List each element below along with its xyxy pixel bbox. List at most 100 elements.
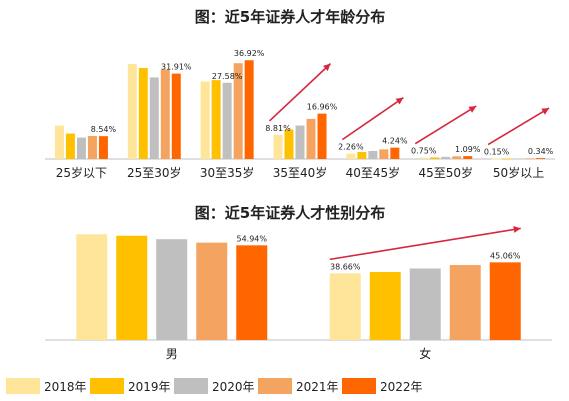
legend-item-2021: 2021年	[258, 376, 340, 396]
age-chart-title: 图：近5年证券人才年龄分布	[195, 8, 385, 26]
gender-data-label-0: 54.94%	[236, 234, 267, 243]
age-category-label-1: 25至30岁	[127, 165, 182, 180]
age-data-label-4: 8.81%	[265, 124, 291, 133]
legend-swatch-2019	[90, 378, 124, 394]
age-data-label-6: 2.26%	[338, 143, 364, 152]
age-data-label-8: 0.75%	[411, 147, 437, 156]
gender-trend-arrowhead-0	[513, 226, 521, 233]
legend-item-2020: 2020年	[174, 376, 256, 396]
legend-swatch-2021	[258, 378, 292, 394]
age-bar-4-2	[368, 150, 378, 159]
age-category-label-6: 50岁以上	[493, 165, 544, 180]
age-trend-arrow-1	[341, 96, 404, 141]
age-bar-6-4	[536, 158, 546, 159]
gender-bar-1-2	[409, 268, 441, 340]
age-bar-3-0	[273, 134, 283, 159]
age-bar-2-0	[200, 81, 210, 159]
gender-bar-0-2	[156, 239, 188, 340]
age-data-label-10: 0.15%	[484, 148, 510, 157]
age-trend-arrowhead-1	[395, 97, 404, 105]
age-bar-3-3	[306, 118, 316, 159]
age-bar-0-1	[65, 133, 75, 159]
age-bar-1-0	[127, 64, 137, 159]
age-bar-6-1	[503, 158, 513, 160]
gender-bar-1-1	[369, 271, 401, 340]
age-bar-6-0	[492, 158, 502, 160]
age-data-label-9: 1.09%	[455, 145, 481, 154]
age-bar-4-1	[357, 152, 367, 159]
legend-swatch-2022	[342, 378, 376, 394]
age-bar-1-3	[160, 69, 170, 159]
legend-item-2022: 2022年	[342, 376, 424, 396]
legend-label-2022: 2022年	[380, 379, 423, 394]
age-bar-4-4	[390, 147, 400, 159]
age-category-label-2: 30至35岁	[200, 165, 255, 180]
age-data-label-2: 27.58%	[212, 72, 243, 81]
age-chart-plot: 25岁以下 25至30岁 30至35岁 35至40岁 40至45岁 45至50岁 50岁以上…	[45, 49, 555, 180]
age-bar-2-3	[233, 63, 243, 159]
age-category-label-3: 35至40岁	[273, 165, 328, 180]
age-bar-1-2	[149, 77, 159, 159]
age-bar-2-1	[211, 80, 221, 159]
legend-label-2021: 2021年	[296, 379, 339, 394]
legend-swatch-2018	[6, 378, 40, 394]
gender-chart-title: 图：近5年证券人才性别分布	[195, 204, 385, 222]
gender-bar-1-0	[329, 273, 361, 340]
gender-chart-plot: 男 女 54.94% 38.66% 45.06%	[45, 226, 552, 361]
age-bar-6-3	[525, 158, 535, 160]
legend: 2018年 2019年 2020年 2021年 2022年	[6, 376, 566, 396]
age-bar-2-2	[222, 82, 232, 159]
gender-bar-0-1	[116, 235, 148, 340]
age-bar-3-4	[317, 113, 327, 159]
legend-label-2020: 2020年	[212, 379, 255, 394]
gender-category-label-1: 女	[419, 346, 431, 361]
age-data-label-7: 4.24%	[382, 137, 408, 146]
age-bar-5-0	[419, 157, 429, 159]
age-bar-4-3	[379, 149, 389, 159]
age-bar-0-4	[98, 136, 108, 159]
gender-trend-arrow-0	[329, 227, 521, 261]
age-trend-arrow-2	[414, 105, 477, 145]
age-bar-2-4	[244, 60, 254, 159]
age-bar-5-4	[463, 156, 473, 159]
gender-data-label-1: 38.66%	[330, 262, 361, 271]
gender-bar-1-4	[489, 262, 521, 340]
age-bar-0-2	[76, 137, 86, 159]
age-trend-arrowhead-0	[323, 63, 331, 71]
age-data-label-1: 31.91%	[161, 63, 192, 72]
age-data-label-0: 8.54%	[91, 125, 117, 134]
age-trend-arrow-0	[268, 63, 332, 122]
legend-label-2019: 2019年	[128, 379, 171, 394]
age-category-label-0: 25岁以下	[56, 165, 107, 180]
legend-item-2018: 2018年	[6, 376, 88, 396]
age-bar-5-1	[430, 157, 440, 159]
age-trend-arrowhead-3	[541, 108, 550, 115]
legend-item-2019: 2019年	[90, 376, 172, 396]
age-bar-1-1	[138, 68, 148, 159]
legend-label-2018: 2018年	[44, 379, 87, 394]
gender-bar-1-3	[449, 265, 481, 340]
age-bar-6-2	[514, 158, 524, 160]
age-bar-3-2	[295, 125, 305, 159]
age-bar-4-0	[346, 153, 356, 159]
gender-category-label-0: 男	[166, 347, 178, 361]
gender-bar-0-4	[236, 245, 268, 340]
gender-bar-0-3	[196, 242, 228, 340]
age-data-label-3: 36.92%	[234, 49, 265, 58]
age-bar-1-4	[171, 73, 181, 159]
age-trend-arrow-3	[487, 107, 550, 146]
age-data-label-5: 16.96%	[307, 103, 338, 112]
age-category-label-4: 40至45岁	[346, 165, 401, 180]
age-trend-arrowhead-2	[468, 106, 477, 113]
age-category-label-5: 45至50岁	[418, 165, 473, 180]
age-bar-3-1	[284, 129, 294, 159]
age-bar-0-0	[54, 125, 64, 159]
gender-bar-0-0	[76, 234, 108, 340]
gender-data-label-2: 45.06%	[490, 251, 521, 260]
age-data-label-11: 0.34%	[528, 147, 554, 156]
age-bar-5-3	[452, 156, 462, 159]
legend-swatch-2020	[174, 378, 208, 394]
age-bar-5-2	[441, 156, 451, 159]
age-bar-0-3	[87, 135, 97, 159]
